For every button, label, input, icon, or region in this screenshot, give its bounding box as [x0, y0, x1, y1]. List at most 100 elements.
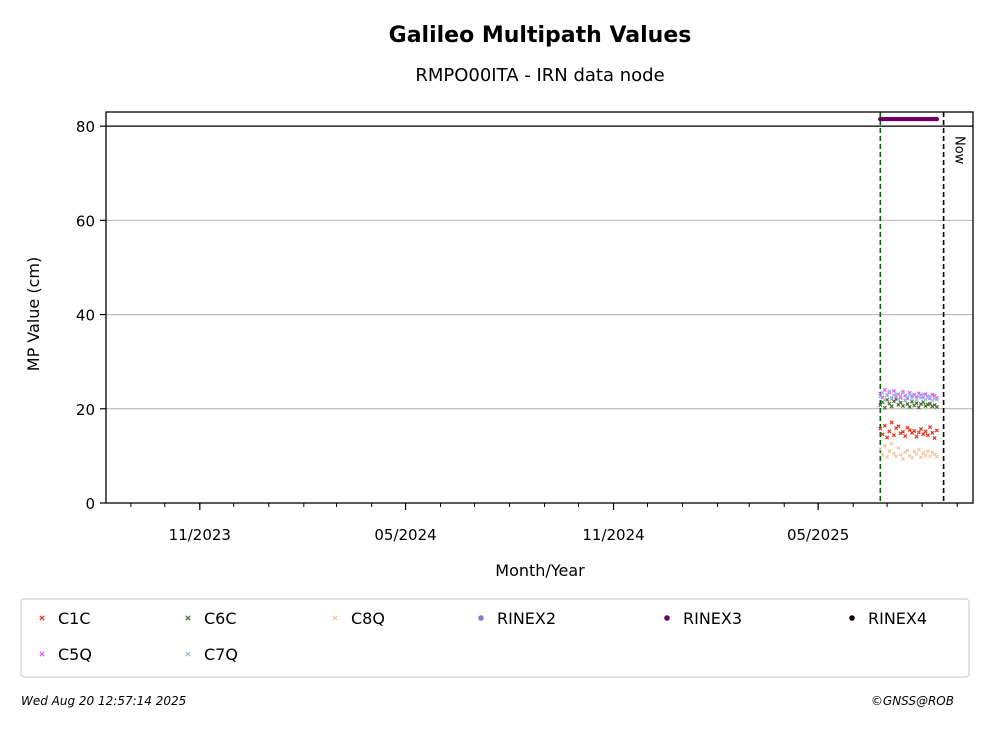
- data-point-c8q: [905, 448, 910, 453]
- data-point-c1c: [918, 427, 924, 432]
- data-point-c1c: [900, 429, 905, 434]
- legend: C1C C6C C8Q RINEX2 RINEX3 RINEX4 C5Q C7Q: [39, 609, 927, 664]
- x-axis: 11/2023 05/2024 11/2024 05/2025: [130, 503, 958, 544]
- legend-marker-rinex3: [664, 615, 670, 621]
- data-point-c1c: [925, 433, 930, 438]
- data-point-c7q: [880, 390, 885, 395]
- data-point-c8q: [925, 449, 930, 454]
- y-tick-label: 40: [76, 307, 95, 325]
- data-point-c6c: [909, 399, 914, 404]
- reference-lines: Now: [106, 112, 973, 503]
- data-point-c8q: [896, 445, 901, 450]
- data-point-c7q: [912, 393, 917, 398]
- data-point-c1c: [889, 420, 894, 425]
- data-point-c7q: [900, 391, 905, 396]
- data-point-c1c: [923, 429, 928, 434]
- legend-marker-rinex2: [478, 615, 484, 621]
- data-point-c6c: [925, 402, 930, 407]
- data-point-c6c: [898, 400, 903, 405]
- footer-timestamp: Wed Aug 20 12:57:14 2025: [21, 694, 187, 708]
- legend-marker-c7q: [185, 651, 191, 657]
- data-point-c7q: [894, 392, 899, 397]
- y-tick-label: 60: [76, 212, 95, 230]
- data-point-c8q: [928, 454, 933, 459]
- plot-area-frame: [105, 111, 974, 504]
- data-point-c6c: [914, 401, 919, 406]
- data-point-c6c: [882, 405, 887, 410]
- data-point-c8q: [878, 447, 883, 452]
- data-point-c7q: [896, 397, 901, 402]
- data-point-c1c: [916, 430, 921, 435]
- data-point-c8q: [889, 441, 894, 446]
- y-tick-label: 0: [85, 495, 95, 513]
- data-point-c5q: [887, 390, 892, 395]
- data-point-c6c: [900, 403, 905, 408]
- data-point-c1c: [914, 434, 919, 439]
- data-point-c1c: [880, 432, 885, 437]
- data-point-c8q: [898, 452, 903, 457]
- data-point-c1c: [878, 426, 883, 431]
- data-point-c6c: [907, 404, 912, 409]
- data-point-c7q: [878, 394, 883, 399]
- data-point-c1c: [896, 424, 901, 429]
- data-point-c8q: [900, 456, 905, 461]
- chart-subtitle: RMPO00ITA - IRN data node: [415, 65, 664, 86]
- data-point-c1c: [882, 423, 887, 428]
- data-point-c1c: [934, 428, 939, 433]
- data-point-c7q: [918, 395, 924, 400]
- legend-marker-rinex4: [849, 615, 855, 621]
- data-point-c1c: [891, 433, 896, 438]
- legend-label-c7q: C7Q: [204, 645, 238, 664]
- legend-marker-c8q: [332, 615, 338, 621]
- data-point-c7q: [914, 397, 919, 402]
- legend-label-c8q: C8Q: [351, 609, 385, 628]
- data-point-c1c: [932, 435, 937, 441]
- data-point-c7q: [885, 393, 890, 398]
- data-point-c8q: [916, 447, 921, 452]
- data-point-c7q: [887, 389, 892, 394]
- legend-label-c5q: C5Q: [58, 645, 92, 664]
- data-point-c8q: [882, 443, 887, 449]
- data-point-c5q: [891, 388, 896, 393]
- data-point-c8q: [918, 455, 924, 460]
- data-point-c8q: [885, 454, 890, 459]
- data-point-c6c: [934, 404, 939, 409]
- data-point-c7q: [928, 394, 933, 399]
- data-point-c1c: [903, 434, 908, 439]
- legend-label-c1c: C1C: [58, 609, 91, 628]
- data-point-c1c: [928, 425, 933, 430]
- data-point-c8q: [914, 451, 919, 457]
- y-tick-label: 80: [76, 118, 95, 136]
- legend-frame: [20, 598, 970, 678]
- data-point-c1c: [912, 428, 917, 433]
- data-point-c8q: [923, 453, 928, 458]
- x-tick-label: 05/2024: [374, 526, 436, 544]
- legend-label-c6c: C6C: [204, 609, 237, 628]
- legend-marker-c5q: [39, 651, 45, 657]
- data-point-c7q: [882, 397, 887, 402]
- data-point-c7q: [921, 392, 926, 397]
- x-axis-label: Month/Year: [495, 561, 585, 580]
- data-point-c7q: [903, 398, 908, 403]
- data-point-c8q: [887, 449, 892, 454]
- legend-label-rinex4: RINEX4: [868, 609, 927, 628]
- data-point-c8q: [880, 452, 885, 457]
- chart-title: Galileo Multipath Values: [389, 23, 692, 48]
- data-point-c5q: [889, 396, 894, 401]
- legend-label-rinex2: RINEX2: [497, 609, 556, 628]
- data-points: [878, 116, 940, 461]
- data-point-c6c: [916, 405, 921, 410]
- y-tick-label: 20: [76, 401, 95, 419]
- data-point-c1c: [930, 430, 935, 435]
- data-point-c6c: [889, 404, 894, 409]
- x-tick-label: 11/2023: [169, 526, 231, 544]
- legend-marker-c1c: [39, 615, 45, 621]
- legend-label-rinex3: RINEX3: [683, 609, 742, 628]
- y-axis: 0 20 40 60 80: [76, 118, 106, 513]
- data-point-c8q: [934, 454, 939, 459]
- data-point-c7q: [891, 393, 896, 398]
- data-point-c8q: [909, 455, 914, 460]
- y-axis-label: MP Value (cm): [24, 257, 43, 371]
- data-point-rinex3: [934, 116, 940, 122]
